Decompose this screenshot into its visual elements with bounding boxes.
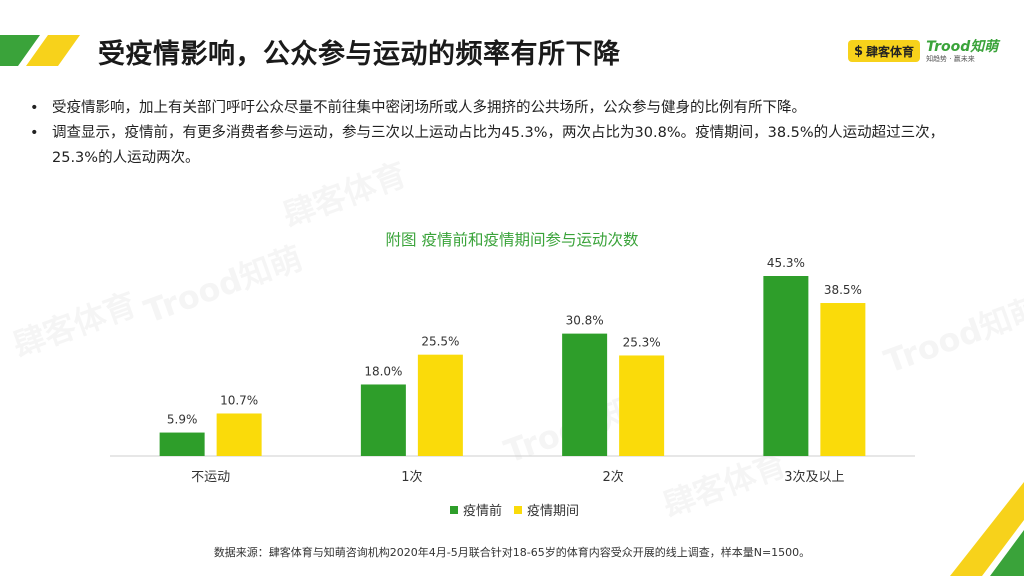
legend-label: 疫情前 [463, 504, 503, 519]
x-tick-label: 1次 [401, 469, 422, 485]
data-label: 5.9% [167, 413, 198, 427]
trood-logo-tagline: 知趋势 · 赢未来 [926, 54, 975, 63]
bar-during [216, 413, 262, 456]
bar-chart: 5.9% 10.7% 不运动 18.0% 25.5% 1次 30.8% 25.3% 2次 45.3… [110, 256, 915, 485]
legend-item: 疫情前 [450, 500, 502, 519]
bar-before [562, 333, 608, 456]
legend-label: 疫情期间 [527, 504, 580, 519]
data-source-note: 数据来源：肆客体育与知萌咨询机构2020年4月-5月联合针对18-65岁的体育内… [213, 546, 811, 559]
bar-before [159, 432, 205, 456]
sike-logo-text: 肆客体育 [866, 44, 915, 59]
bar-before [763, 276, 809, 456]
data-label: 30.8% [566, 314, 604, 328]
chart-title: 附图 疫情前和疫情期间参与运动次数 [385, 231, 639, 249]
legend-swatch-before [450, 505, 458, 514]
bar-before [360, 384, 406, 456]
sike-logo-icon: $ [854, 43, 864, 59]
data-label: 45.3% [767, 256, 805, 270]
data-label: 18.0% [364, 364, 402, 378]
bullet-list: • 受疫情影响，加上有关部门呼吁公众尽量不前往集中密闭场所或人多拥挤的公共场所，… [30, 96, 990, 171]
data-label: 10.7% [220, 393, 258, 407]
bullet-text: 受疫情影响，加上有关部门呼吁公众尽量不前往集中密闭场所或人多拥挤的公共场所，公众… [52, 100, 806, 116]
data-label: 25.5% [421, 335, 459, 349]
legend-item: 疫情期间 [514, 500, 579, 519]
bullet-dot: • [30, 100, 39, 116]
bar-during [417, 354, 463, 456]
bullet-text: 调查显示，疫情前，有更多消费者参与运动，参与三次以上运动占比为45.3%，两次占… [52, 125, 945, 166]
page-title: 受疫情影响，公众参与运动的频率有所下降 [98, 39, 621, 70]
logo-group: $ 肆客体育 Trood知萌 知趋势 · 赢未来 [848, 38, 998, 64]
x-tick-label: 2次 [602, 469, 623, 485]
bullet-item: • 受疫情影响，加上有关部门呼吁公众尽量不前往集中密闭场所或人多拥挤的公共场所，… [30, 96, 990, 121]
trood-logo-brand: Trood知萌 [926, 38, 999, 55]
trood-logo: Trood知萌 知趋势 · 赢未来 [926, 40, 998, 63]
bullet-dot: • [30, 125, 39, 141]
sike-logo: $ 肆客体育 [848, 40, 921, 62]
x-tick-label: 3次及以上 [784, 469, 844, 485]
x-tick-label: 不运动 [191, 470, 230, 485]
data-label: 25.3% [623, 335, 661, 349]
bullet-item: • 调查显示，疫情前，有更多消费者参与运动，参与三次以上运动占比为45.3%，两… [30, 121, 990, 171]
bar-during [619, 355, 665, 456]
legend-swatch-during [514, 505, 523, 514]
bar-during [820, 303, 866, 456]
data-label: 38.5% [824, 283, 862, 297]
chart-legend: 疫情前 疫情期间 [450, 500, 591, 519]
